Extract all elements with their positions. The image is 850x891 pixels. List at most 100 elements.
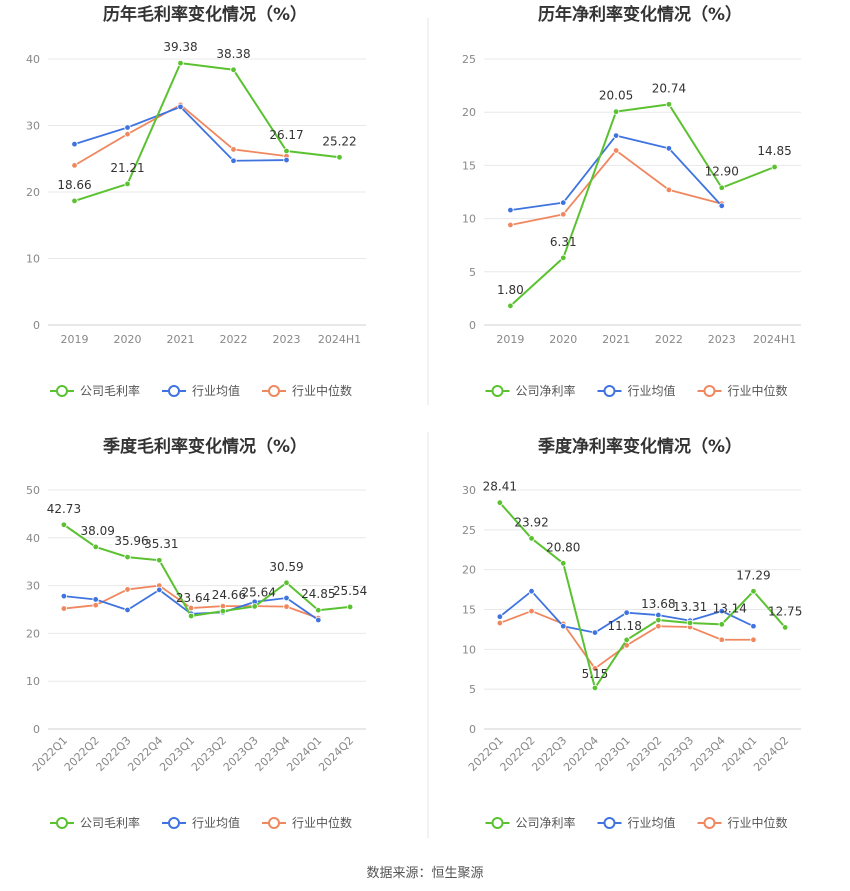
data-label: 17.29	[736, 568, 770, 582]
data-point-company	[177, 59, 184, 67]
x-tick-label: 2023	[273, 333, 301, 346]
chart-4: 季度净利率变化情况（%）0510152025302022Q12022Q22022…	[462, 436, 802, 830]
data-point-company	[560, 254, 567, 262]
y-tick-label: 0	[469, 319, 476, 332]
legend-item-company[interactable]: 公司净利率	[485, 383, 576, 398]
data-point-avg	[750, 623, 757, 630]
chart-2: 历年净利率变化情况（%） 0 5 10 15 20 25 2019 2020 2021 2022 20…	[462, 4, 801, 398]
data-point-company	[686, 619, 694, 627]
data-point-company	[781, 624, 789, 631]
data-point-company	[315, 607, 322, 614]
x-tick-label: 2024Q2	[316, 734, 356, 774]
x-tick-label: 2020	[549, 333, 577, 346]
legend-item-company[interactable]: 公司毛利率	[50, 815, 140, 830]
data-point-avg	[60, 592, 68, 600]
chart-3: 季度毛利率变化情况（%）010203040502022Q12022Q22022Q…	[26, 436, 367, 830]
data-point-avg	[496, 613, 504, 620]
y-tick-label: 0	[33, 723, 40, 736]
data-point-company	[718, 621, 725, 628]
legend-item-avg[interactable]: 行业均值	[597, 383, 676, 398]
legend-item-median[interactable]: 行业中位数	[262, 815, 352, 830]
chart-title: 历年毛利率变化情况（%）	[103, 4, 307, 25]
data-label: 6.31	[550, 235, 577, 249]
data-point-avg	[591, 629, 599, 636]
data-point-avg	[528, 587, 535, 595]
data-label: 20.05	[599, 89, 633, 103]
data-point-company	[750, 588, 757, 595]
data-point-company	[71, 197, 78, 205]
data-label: 35.96	[114, 534, 148, 548]
legend-item-avg[interactable]: 行业均值	[162, 383, 240, 398]
data-point-company	[507, 302, 514, 310]
data-point-median	[507, 221, 514, 229]
legend-marker-icon	[603, 817, 616, 829]
data-point-median	[60, 605, 68, 612]
data-label: 25.22	[322, 134, 356, 148]
legend-item-avg[interactable]: 行业均值	[162, 815, 240, 830]
data-point-median	[92, 601, 99, 609]
data-point-median	[283, 603, 290, 610]
data-label: 13.14	[713, 601, 747, 615]
legend-item-median[interactable]: 行业中位数	[697, 815, 788, 830]
data-point-company	[230, 66, 237, 73]
series-line-company	[499, 502, 786, 689]
data-point-median	[528, 607, 535, 615]
data-label: 25.54	[333, 584, 367, 598]
data-point-avg	[230, 157, 237, 164]
legend-item-median[interactable]: 行业中位数	[697, 383, 788, 398]
data-label: 12.90	[705, 165, 739, 179]
y-tick-label: 20	[26, 186, 40, 199]
x-tick-label: 2024H1	[753, 333, 796, 346]
data-label: 26.17	[269, 128, 303, 142]
data-source-note: 数据来源：恒生聚源	[366, 866, 484, 881]
data-point-avg	[71, 140, 78, 148]
data-label: 42.73	[47, 502, 81, 516]
legend-label: 行业均值	[192, 815, 240, 830]
data-point-avg	[156, 586, 163, 594]
data-label: 28.41	[483, 480, 517, 494]
legend-label: 行业均值	[628, 383, 676, 398]
legend-marker-icon	[56, 385, 68, 397]
legend-label: 公司毛利率	[80, 383, 140, 398]
data-point-avg	[560, 199, 567, 206]
series-line-avg	[510, 134, 723, 211]
y-tick-label: 10	[26, 675, 40, 688]
legend-item-company[interactable]: 公司毛利率	[50, 383, 140, 398]
data-point-avg	[283, 156, 290, 164]
legend-label: 行业中位数	[728, 383, 788, 398]
data-point-avg	[718, 607, 725, 615]
data-label: 11.18	[607, 619, 641, 633]
x-tick-label: 2019	[61, 333, 89, 346]
x-tick-label: 2024H1	[318, 333, 361, 346]
y-tick-label: 30	[462, 484, 476, 497]
legend-item-median[interactable]: 行业中位数	[262, 383, 352, 398]
y-tick-label: 20	[26, 627, 40, 640]
x-tick-label: 2021	[167, 333, 195, 346]
data-point-avg	[560, 623, 567, 630]
data-point-company	[92, 543, 99, 551]
series-line-median	[510, 149, 722, 226]
data-point-median	[612, 147, 620, 154]
y-tick-label: 40	[26, 53, 40, 66]
y-tick-label: 20	[462, 106, 476, 119]
data-point-company	[283, 147, 290, 155]
legend-item-avg[interactable]: 行业均值	[597, 815, 676, 830]
x-tick-label: 2022	[220, 333, 248, 346]
data-point-company	[346, 603, 354, 611]
data-label: 1.80	[497, 283, 524, 297]
x-tick-label: 2022	[655, 333, 683, 346]
data-point-median	[124, 586, 131, 593]
chart-1: 历年毛利率变化情况（%） 0 10 20 30 40 2019 2020 2021 2022 202…	[26, 4, 366, 398]
legend-label: 行业中位数	[292, 815, 352, 830]
data-label: 13.31	[673, 600, 707, 614]
y-tick-label: 25	[462, 53, 476, 66]
data-label: 38.38	[216, 47, 250, 61]
data-point-median	[496, 619, 504, 627]
legend-item-company[interactable]: 公司净利率	[485, 815, 576, 830]
data-point-company	[591, 684, 599, 692]
legend-marker-icon	[168, 817, 180, 829]
data-label: 24.66	[212, 588, 246, 602]
legend-label: 行业中位数	[292, 383, 352, 398]
data-point-company	[187, 612, 195, 620]
legend-label: 行业中位数	[728, 815, 788, 830]
